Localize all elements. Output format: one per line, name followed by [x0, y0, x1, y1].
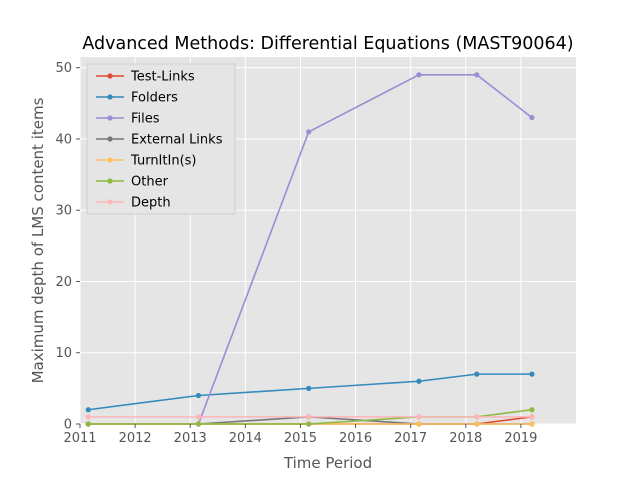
series-depth [85, 414, 535, 420]
x-tick-label: 2013 [174, 431, 207, 446]
data-point-other [306, 421, 312, 427]
x-tick-label: 2019 [504, 431, 537, 446]
legend-item-depth: Depth [96, 196, 171, 211]
y-tick-label: 30 [55, 204, 72, 219]
legend-marker [107, 157, 113, 163]
y-tick-label: 40 [55, 132, 72, 147]
data-point-files [306, 129, 312, 135]
legend-marker [107, 94, 113, 100]
data-point-turnitin-s [416, 421, 422, 427]
chart-title: Advanced Methods: Differential Equations… [82, 34, 573, 54]
data-point-depth [85, 414, 91, 420]
legend-item-test-links: Test-Links [96, 70, 195, 85]
series-line-folders [88, 373, 532, 411]
data-point-turnitin-s [529, 421, 535, 427]
data-point-other [529, 407, 535, 413]
legend: Test-Links Folders Files External Links Turn… [86, 63, 236, 215]
data-point-folders [195, 392, 202, 399]
data-point-depth [474, 414, 480, 420]
legend-label: TurnItIn(s) [130, 154, 196, 169]
x-tick-label: 2016 [339, 431, 372, 446]
legend-marker [107, 136, 113, 142]
y-tick-label: 0 [64, 418, 72, 433]
data-point-depth [416, 414, 422, 420]
x-axis-ticks: 2011 2012 2013 2014 2015 2016 2017 2018 2019 [63, 424, 537, 446]
data-point-other [85, 421, 91, 427]
data-point-files [529, 114, 535, 121]
x-tick-label: 2015 [284, 431, 317, 446]
series-line-other [88, 408, 533, 425]
series-group [85, 72, 535, 427]
y-axis-label: Maximum depth of LMS content items [29, 97, 47, 383]
y-tick-label: 10 [55, 346, 72, 361]
data-point-folders [85, 407, 91, 413]
data-point-other [195, 421, 202, 427]
x-tick-label: 2011 [63, 431, 96, 446]
data-point-folders [474, 371, 480, 377]
legend-label: Test-Links [130, 70, 195, 85]
x-tick-label: 2018 [449, 431, 482, 446]
y-tick-label: 20 [55, 275, 72, 290]
legend-marker [107, 115, 113, 121]
y-axis-ticks: 0 10 20 30 40 50 [55, 61, 80, 433]
legend-label: External Links [131, 133, 223, 148]
legend-label: Other [131, 175, 169, 190]
data-point-files [474, 72, 480, 78]
legend-item-external-links: External Links [96, 133, 223, 148]
data-point-folders [416, 378, 422, 384]
data-point-depth [529, 414, 535, 420]
data-point-folders [306, 385, 312, 391]
legend-label: Files [131, 112, 160, 127]
series-folders [85, 371, 535, 413]
data-point-depth [306, 414, 312, 420]
data-point-files [416, 72, 422, 78]
legend-marker [107, 73, 113, 79]
x-tick-label: 2014 [229, 431, 262, 446]
x-tick-label: 2017 [394, 431, 427, 446]
legend-marker [107, 199, 113, 205]
legend-item-other: Other [96, 175, 169, 190]
legend-item-turnitin-s: TurnItIn(s) [96, 154, 196, 169]
legend-item-folders: Folders [96, 91, 178, 106]
legend-label: Folders [131, 91, 178, 106]
legend-label: Depth [131, 196, 171, 211]
data-point-folders [529, 371, 535, 377]
x-tick-label: 2012 [119, 431, 152, 446]
legend-marker [107, 178, 113, 184]
data-point-turnitin-s [474, 421, 480, 427]
x-axis-label: Time Period [283, 454, 372, 472]
data-point-depth [195, 414, 202, 420]
y-tick-label: 50 [55, 61, 72, 76]
legend-item-files: Files [96, 112, 160, 127]
